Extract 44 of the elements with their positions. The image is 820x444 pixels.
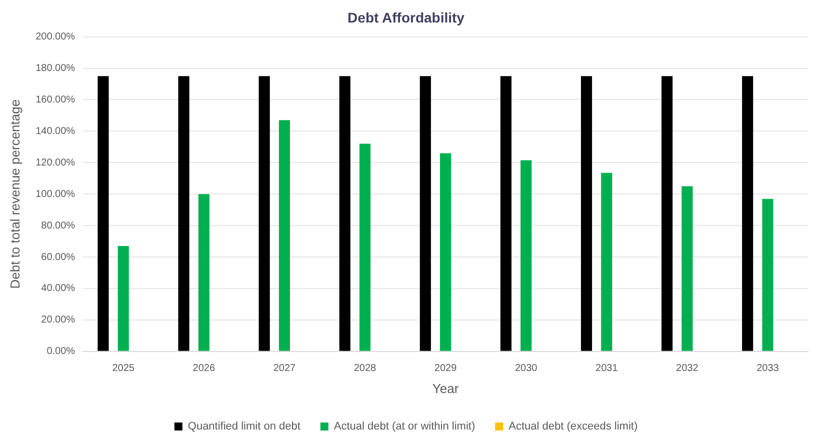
x-tick-label: 2033 [756, 363, 780, 374]
bar [98, 76, 109, 351]
x-tick-label: 2030 [514, 363, 538, 374]
bar [762, 198, 774, 351]
bar [580, 76, 592, 351]
chart-title: Debt Affordability [348, 9, 465, 26]
bar [662, 76, 673, 351]
legend-label: Quantified limit on debt [188, 420, 300, 433]
y-tick-label: 200.00% [36, 32, 76, 43]
bar [198, 194, 210, 351]
y-axis-title: Debt to total revenue percentage [7, 99, 22, 289]
bar [178, 76, 190, 351]
y-tick-label: 20.00% [41, 314, 76, 326]
bar [339, 76, 350, 351]
bar [742, 76, 754, 351]
x-tick-label: 2032 [676, 363, 699, 374]
bar [359, 144, 371, 351]
bar [682, 186, 693, 351]
y-tick-label: 180.00% [36, 63, 76, 74]
bar [601, 172, 612, 351]
bar [258, 76, 270, 351]
y-tick-label: 140.00% [36, 126, 76, 137]
y-tick-label: 120.00% [36, 157, 76, 168]
y-tick-label: 160.00% [36, 94, 76, 106]
x-axis-title: Year [432, 380, 460, 396]
bar [520, 160, 532, 351]
x-tick-label: 2027 [273, 363, 296, 374]
x-tick-label: 2028 [354, 363, 377, 374]
bar [278, 120, 290, 351]
legend-label: Actual debt (at or within limit) [334, 420, 476, 433]
y-tick-label: 80.00% [41, 220, 76, 232]
x-tick-label: 2029 [434, 363, 458, 374]
bar [440, 153, 452, 351]
legend-label: Actual debt (exceeds limit) [508, 420, 638, 433]
y-tick-label: 40.00% [41, 283, 76, 294]
x-tick-label: 2031 [596, 363, 618, 374]
bar [118, 246, 129, 351]
y-tick-label: 100.00% [36, 188, 76, 200]
bar [500, 76, 512, 351]
x-tick-label: 2025 [112, 363, 135, 374]
bar [420, 76, 431, 351]
x-tick-label: 2026 [192, 363, 216, 374]
y-tick-label: 60.00% [41, 252, 76, 263]
y-tick-label: 0.00% [46, 346, 76, 358]
